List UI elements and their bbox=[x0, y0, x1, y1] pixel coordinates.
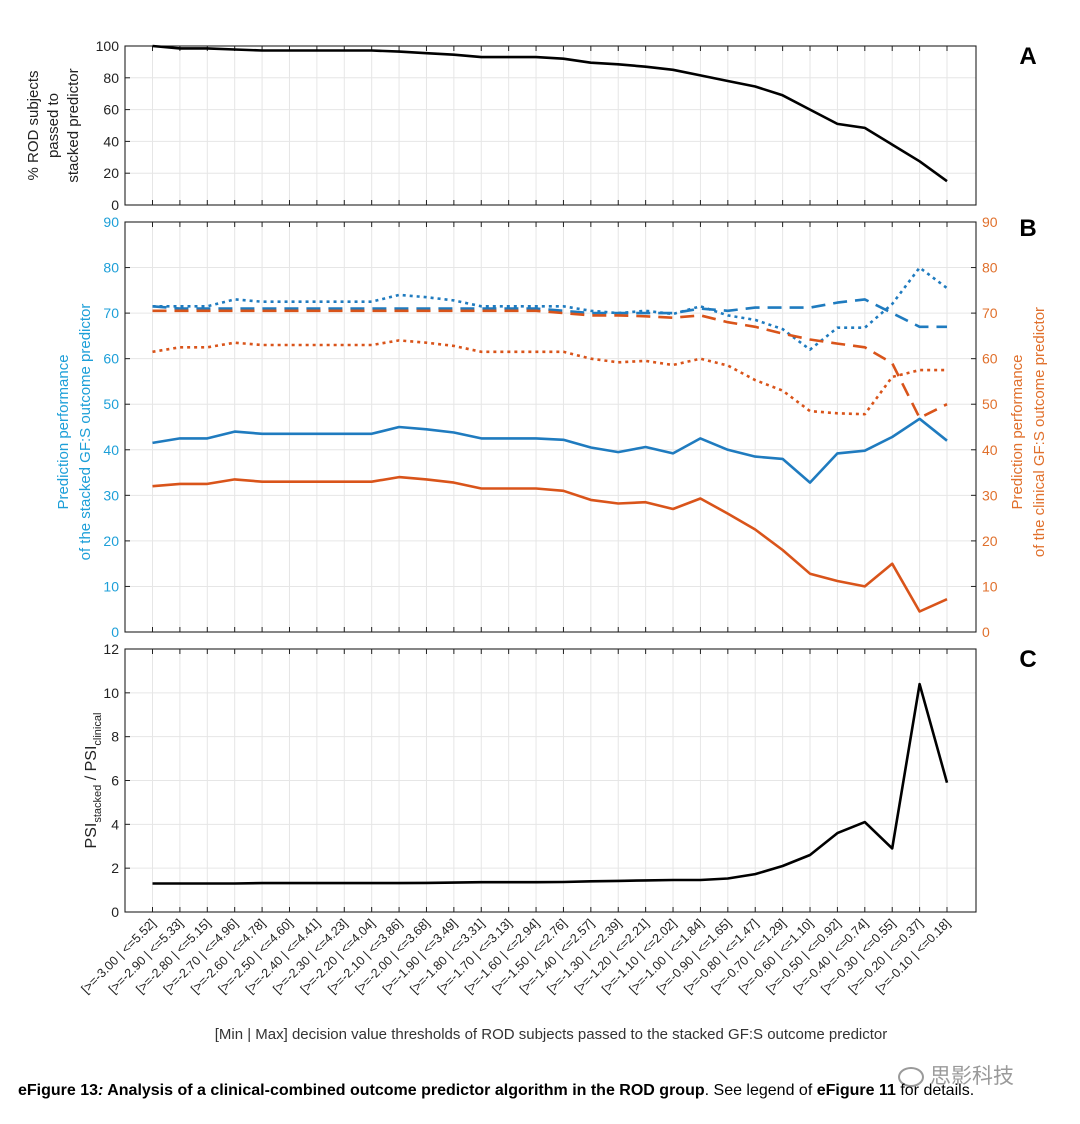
y-tick-label-right: 80 bbox=[982, 260, 998, 276]
series-line-2 bbox=[152, 266, 948, 351]
y-axis-label: % ROD subjects bbox=[25, 70, 42, 180]
y-tick-label: 20 bbox=[103, 165, 119, 181]
caption-text-after: for details. bbox=[895, 1082, 975, 1099]
y-axis-label-right: Prediction performance bbox=[1009, 354, 1026, 509]
panel-label: B bbox=[1019, 215, 1036, 242]
axes-box bbox=[124, 221, 977, 633]
y-tick-label-right: 70 bbox=[982, 305, 998, 321]
watermark: 思影科技 bbox=[898, 1060, 1058, 1090]
series-line-1 bbox=[152, 682, 949, 885]
y-axis-label-right: of the clinical GF:S outcome predictor bbox=[1031, 307, 1048, 557]
series-line-1 bbox=[152, 298, 947, 329]
y-tick-label: 2 bbox=[111, 860, 119, 876]
series-line-1 bbox=[152, 44, 948, 183]
y-tick-label: 60 bbox=[103, 102, 119, 118]
y-tick-label: 80 bbox=[103, 70, 119, 86]
y-axis-label: passed to bbox=[45, 93, 62, 158]
series-line-6 bbox=[152, 475, 948, 613]
y-axis-label-part: PSI bbox=[83, 823, 100, 849]
panel-c: 0 2 4 6 8 10 12 C bbox=[103, 641, 1036, 920]
caption-title: Analysis of a clinical-combined outcome … bbox=[103, 1082, 705, 1099]
caption-ref: eFigure 11 bbox=[816, 1082, 896, 1099]
y-tick-label: 90 bbox=[103, 214, 119, 230]
y-tick-label: 0 bbox=[111, 624, 119, 640]
axes-box bbox=[124, 45, 977, 206]
wechat-logo-icon bbox=[898, 1067, 924, 1087]
y-tick-label: 0 bbox=[111, 197, 119, 213]
caption-colon: : bbox=[98, 1082, 104, 1099]
y-axis-label-subscript: stacked bbox=[92, 785, 104, 823]
y-tick-label: 8 bbox=[111, 729, 119, 745]
series-line-5 bbox=[152, 417, 948, 484]
y-tick-label-right: 60 bbox=[982, 351, 998, 367]
panel-label: A bbox=[1019, 43, 1036, 70]
y-axis-label: stacked predictor bbox=[65, 68, 82, 182]
y-tick-label: 80 bbox=[103, 260, 119, 276]
panel-a: 0 20 40 60 80 100 A bbox=[96, 38, 1037, 213]
y-tick-label: 40 bbox=[103, 442, 119, 458]
y-axis-label-left: Prediction performance bbox=[55, 354, 72, 509]
y-tick-label: 30 bbox=[103, 487, 119, 503]
y-tick-label: 50 bbox=[103, 396, 119, 412]
y-axis-label-subscript: clinical bbox=[92, 713, 104, 746]
y-tick-label: 40 bbox=[103, 133, 119, 149]
watermark-text: 思影科技 bbox=[930, 1064, 1014, 1088]
y-tick-label: 20 bbox=[103, 533, 119, 549]
y-tick-label-right: 20 bbox=[982, 533, 998, 549]
y-axis-label-left: of the stacked GF:S outcome predictor bbox=[77, 304, 94, 561]
y-tick-label: 10 bbox=[103, 685, 119, 701]
y-tick-label-right: 0 bbox=[982, 624, 990, 640]
y-tick-label: 100 bbox=[96, 38, 120, 54]
caption-label: eFigure 13 bbox=[18, 1082, 99, 1099]
y-tick-label: 6 bbox=[111, 773, 119, 789]
y-tick-label-right: 10 bbox=[982, 578, 998, 594]
y-tick-label: 10 bbox=[103, 578, 119, 594]
caption-text-before: . See legend of bbox=[704, 1082, 817, 1099]
y-tick-label-right: 50 bbox=[982, 396, 998, 412]
x-axis-label: [Min | Max] decision value thresholds of… bbox=[215, 1026, 888, 1043]
series-line-3 bbox=[152, 309, 948, 420]
panel-b: 0 0 10 10 20 20 30 30 40 40 50 50 60 60 70 70 80 80 90 90 B bbox=[103, 214, 1036, 640]
series-line-4 bbox=[152, 339, 947, 416]
y-tick-label: 12 bbox=[103, 641, 119, 657]
y-tick-label: 60 bbox=[103, 351, 119, 367]
y-tick-label: 0 bbox=[111, 904, 119, 920]
y-tick-label: 4 bbox=[111, 816, 119, 832]
figure-caption: eFigure 13: Analysis of a clinical-combi… bbox=[18, 1082, 1068, 1100]
y-tick-label-right: 40 bbox=[982, 442, 998, 458]
panel-label: C bbox=[1019, 646, 1036, 673]
y-tick-label: 70 bbox=[103, 305, 119, 321]
y-tick-label-right: 90 bbox=[982, 214, 998, 230]
y-axis-label: PSIstacked / PSIclinical bbox=[83, 713, 104, 849]
y-tick-label-right: 30 bbox=[982, 487, 998, 503]
y-axis-label-part: / PSI bbox=[83, 746, 100, 785]
